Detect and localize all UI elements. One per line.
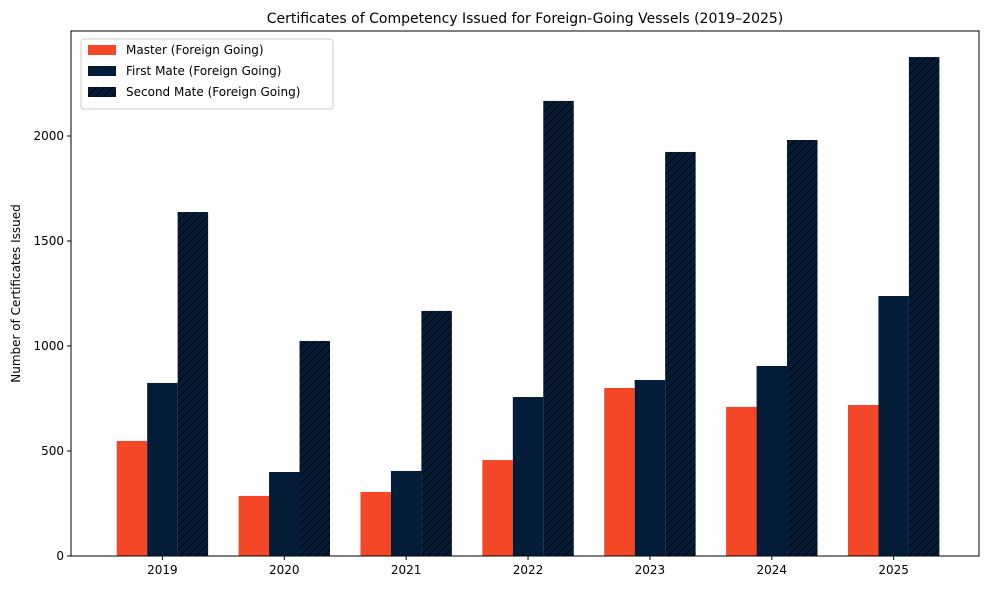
- legend-swatch: [88, 66, 116, 76]
- bar-first-2020: [269, 472, 300, 556]
- bar-master-2025: [847, 405, 879, 556]
- bar-second-2024: [787, 139, 818, 557]
- bar-master-2021: [360, 491, 391, 556]
- bar-second-2025: [908, 57, 940, 556]
- bar-second-2019: [177, 212, 209, 556]
- x-tick-label: 2022: [513, 563, 544, 577]
- bar-first-2022: [512, 397, 544, 556]
- bar-master-2020: [238, 495, 270, 556]
- legend-swatch: [88, 87, 116, 97]
- x-tick-label: 2024: [757, 563, 788, 577]
- y-tick-label: 0: [56, 549, 64, 563]
- bar-second-2021: [421, 310, 452, 556]
- bar-master-2024: [726, 406, 757, 556]
- bar-first-2023: [634, 380, 666, 556]
- x-tick-label: 2021: [391, 563, 422, 577]
- y-tick-label: 1000: [33, 339, 64, 353]
- bar-first-2019: [147, 382, 178, 556]
- legend-swatch: [88, 45, 116, 55]
- legend: Master (Foreign Going) First Mate (Foreig…: [80, 38, 334, 110]
- y-tick-label: 2000: [33, 129, 64, 143]
- plot-frame: [70, 30, 980, 557]
- bar-first-2025: [878, 296, 909, 556]
- x-tick-label: 2020: [269, 563, 300, 577]
- y-tick-label: 500: [41, 444, 64, 458]
- legend-box: [80, 38, 334, 110]
- bar-master-2023: [604, 388, 635, 556]
- legend-label: First Mate (Foreign Going): [126, 64, 281, 78]
- bar-master-2019: [116, 440, 148, 556]
- chart-title: Certificates of Competency Issued for Fo…: [267, 11, 784, 27]
- bar-first-2021: [390, 470, 422, 556]
- x-tick-label: 2023: [635, 563, 666, 577]
- y-tick-label: 1500: [33, 234, 64, 248]
- bar-master-2022: [482, 460, 513, 556]
- x-tick-label: 2025: [878, 563, 909, 577]
- x-tick-label: 2019: [147, 563, 178, 577]
- bar-second-2023: [665, 151, 696, 556]
- bar-second-2022: [543, 100, 574, 557]
- bar-first-2024: [756, 365, 788, 556]
- legend-label: Second Mate (Foreign Going): [126, 85, 300, 99]
- legend-label: Master (Foreign Going): [126, 43, 264, 57]
- y-axis-label: Number of Certificates Issued: [9, 204, 23, 382]
- bar-second-2020: [299, 340, 330, 556]
